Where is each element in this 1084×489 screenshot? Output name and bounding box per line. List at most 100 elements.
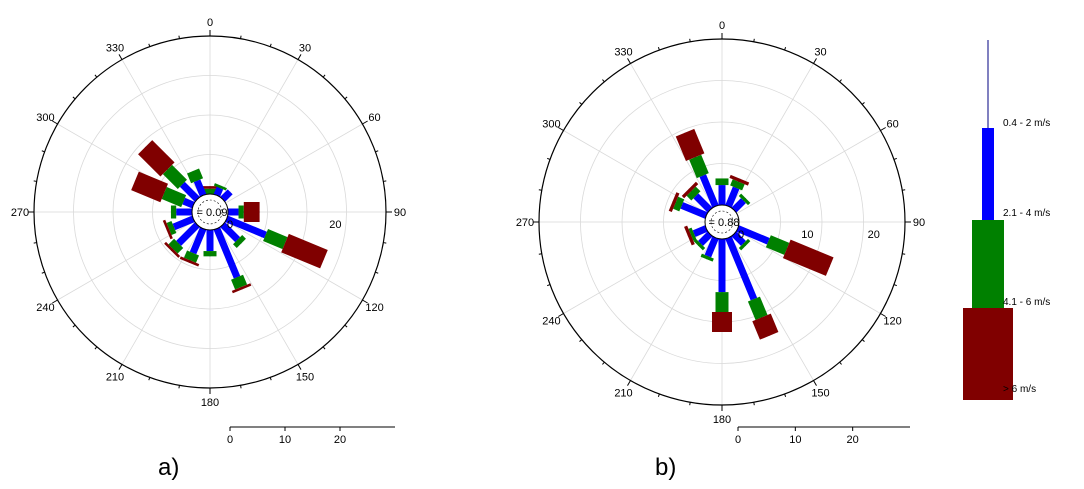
direction-tick-label: 180: [201, 397, 219, 409]
petal-segment: [203, 251, 217, 257]
direction-tick-label: 60: [886, 119, 898, 131]
direction-tick-mark: [893, 157, 897, 160]
scale-tick-label: 0: [735, 434, 741, 446]
petal-segment: [715, 292, 729, 313]
petal-segment: [718, 185, 726, 205]
petal-segment: [220, 189, 233, 202]
direction-tick-mark: [269, 43, 272, 47]
petal-segment: [704, 236, 719, 258]
grid-spoke: [730, 236, 814, 381]
petal-segment: [213, 186, 224, 197]
petal-segment: [782, 239, 834, 276]
direction-tick-label: 300: [542, 119, 560, 131]
grid-spoke: [121, 227, 202, 365]
direction-tick-mark: [880, 313, 886, 317]
petal-segment: [712, 312, 732, 332]
petal-segment: [731, 231, 746, 246]
direction-tick-mark: [753, 402, 755, 406]
petal-segment: [138, 140, 175, 177]
direction-tick-mark: [547, 157, 551, 160]
petal-segment: [233, 235, 246, 248]
direction-tick-mark: [579, 339, 583, 342]
direction-tick-label: 30: [299, 42, 311, 54]
petal-segment: [179, 181, 200, 202]
direction-tick-mark: [118, 364, 123, 370]
petal-segment: [187, 168, 204, 184]
direction-tick-mark: [375, 150, 379, 153]
petal-segment: [164, 241, 181, 258]
grid-spoke: [630, 63, 714, 208]
petal-segment: [718, 239, 726, 293]
petal-segment: [752, 313, 779, 340]
direction-tick-mark: [148, 43, 151, 47]
direction-tick-mark: [861, 339, 865, 342]
direction-tick-label: 240: [36, 302, 54, 314]
direction-tick-mark: [813, 380, 817, 386]
petal-segment: [176, 222, 200, 246]
petal-segment: [213, 227, 241, 279]
direction-tick-mark: [72, 96, 76, 100]
petal-segment: [225, 215, 267, 239]
petal-segment: [206, 230, 214, 252]
grid-spoke: [218, 227, 299, 365]
direction-tick-label: 240: [542, 316, 560, 328]
petal-segment: [700, 253, 714, 262]
petal-segment: [228, 208, 239, 216]
legend-swatch: [982, 128, 994, 220]
direction-tick-mark: [344, 96, 348, 100]
direction-tick-mark: [322, 346, 326, 350]
calm-inner-ring: [710, 210, 734, 234]
radial-tick-label: 0: [738, 229, 744, 241]
direction-tick-mark: [627, 58, 631, 64]
direction-tick-mark: [72, 324, 76, 328]
petal-segment: [162, 219, 173, 240]
petal-segment: [243, 202, 260, 222]
petal-segment: [680, 202, 708, 219]
direction-tick-mark: [689, 38, 691, 42]
petal-segment: [176, 208, 192, 216]
petal-segment: [765, 235, 790, 255]
direction-tick-mark: [602, 79, 605, 83]
direction-tick-mark: [322, 74, 326, 78]
legend-label: 0.4 - 2 m/s: [1003, 118, 1050, 129]
direction-tick-label: 0: [207, 17, 213, 29]
calm-label: = 0.09: [197, 207, 228, 219]
direction-tick-mark: [839, 79, 842, 83]
petal-segment: [729, 174, 750, 186]
direction-tick-mark: [902, 189, 906, 191]
petal-segment: [131, 171, 169, 203]
petal-segment: [172, 215, 195, 231]
petal-segment: [725, 236, 758, 301]
direction-tick-label: 90: [913, 217, 925, 229]
grid-spoke: [218, 59, 299, 197]
petal-segment: [179, 256, 200, 267]
panel-label-b: b): [655, 454, 676, 481]
petal-segment: [166, 220, 177, 235]
petal-segment: [170, 205, 177, 219]
legend-label: 2.1 - 4 m/s: [1003, 208, 1050, 219]
direction-tick-mark: [753, 38, 755, 42]
petal-segment: [688, 227, 697, 241]
scale-tick-label: 10: [789, 434, 801, 446]
direction-tick-mark: [94, 346, 98, 350]
petal-segment: [231, 283, 252, 294]
petal-segment: [725, 186, 740, 208]
direction-tick-mark: [538, 189, 542, 191]
scale-tick-label: 20: [334, 434, 346, 446]
grid-spoke: [225, 220, 363, 301]
direction-tick-mark: [784, 393, 787, 397]
legend-swatch: [963, 308, 1013, 400]
direction-tick-mark: [240, 35, 242, 39]
direction-tick-mark: [33, 242, 37, 244]
petal-segment: [689, 154, 709, 179]
panel-label-a: a): [158, 454, 179, 481]
direction-tick-mark: [547, 284, 551, 287]
petal-segment: [693, 238, 706, 251]
petal-segment: [699, 174, 719, 208]
direction-tick-mark: [344, 324, 348, 328]
calm-circle: [704, 204, 740, 240]
petal-segment: [203, 188, 217, 194]
petal-segment: [693, 193, 713, 213]
direction-tick-mark: [861, 102, 865, 105]
